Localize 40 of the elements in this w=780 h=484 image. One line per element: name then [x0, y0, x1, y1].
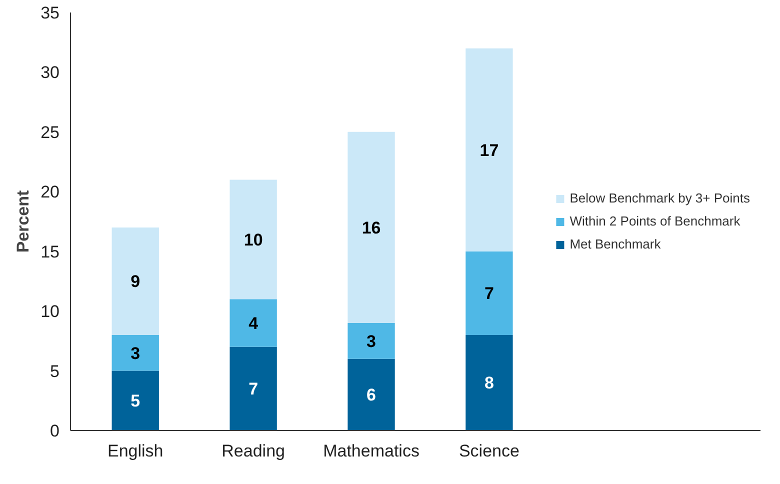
data-label: 3 [130, 344, 140, 363]
legend-label: Below Benchmark by 3+ Points [570, 190, 750, 206]
bar [112, 334, 159, 371]
data-label: 7 [248, 380, 258, 399]
y-tick-label: 5 [50, 362, 60, 381]
y-tick-label: 25 [40, 122, 60, 142]
y-tick-label: 20 [40, 182, 60, 202]
data-label: 16 [362, 218, 381, 238]
bar [348, 323, 395, 359]
x-tick-label: Mathematics [323, 442, 420, 460]
x-tick-label: Reading [222, 442, 285, 460]
data-label: 5 [130, 392, 140, 411]
bar [466, 48, 513, 252]
bar [112, 370, 159, 430]
legend-label: Within 2 Points of Benchmark [570, 214, 740, 228]
data-label: 8 [484, 374, 494, 393]
legend-label: Met Benchmark [570, 236, 661, 252]
y-axis-title: Percent [14, 190, 33, 253]
bar [466, 334, 513, 430]
bar [466, 251, 513, 335]
data-label: 3 [366, 332, 376, 351]
x-tick-label: English [107, 442, 164, 460]
bar [230, 299, 277, 347]
y-tick-label: 0 [50, 422, 60, 440]
y-tick-label: 10 [40, 302, 60, 322]
data-label: 4 [248, 314, 259, 334]
bar [230, 346, 277, 430]
bar [230, 180, 277, 300]
bar [348, 132, 395, 324]
y-tick-label: 35 [40, 4, 60, 22]
y-tick-label: 15 [40, 242, 60, 262]
bar [112, 227, 159, 335]
data-label: 10 [244, 230, 263, 250]
data-label: 9 [130, 272, 140, 292]
y-tick-label: 30 [40, 63, 60, 82]
data-label: 7 [484, 284, 494, 304]
x-tick-label: Science [458, 442, 520, 460]
data-label: 17 [480, 140, 499, 160]
bar [348, 358, 395, 430]
data-label: 6 [366, 386, 376, 405]
